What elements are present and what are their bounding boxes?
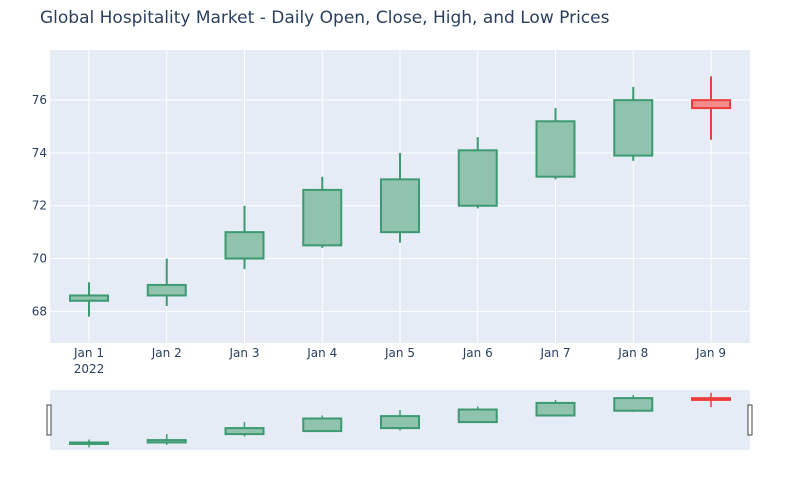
rangeslider-candle-body — [380, 415, 420, 430]
rangeslider-candle-body — [457, 408, 498, 424]
x-tick-label: Jan 5 — [384, 346, 415, 360]
x-tick-label: Jan 2 — [151, 346, 182, 360]
rangeslider-right-handle[interactable] — [747, 404, 753, 436]
rangeslider-candle-body — [535, 401, 576, 417]
rangeslider-candle-body — [69, 441, 109, 445]
rangeslider-candle-body — [691, 397, 731, 401]
candle-body[interactable] — [457, 149, 498, 207]
candle-body[interactable] — [69, 294, 109, 302]
candle-body[interactable] — [380, 178, 420, 234]
chart-title: Global Hospitality Market - Daily Open, … — [40, 8, 610, 28]
y-tick-label: 74 — [32, 146, 47, 160]
candle-body[interactable] — [224, 231, 265, 260]
candle-body[interactable] — [691, 99, 731, 110]
rangeslider-candle-body — [613, 397, 654, 412]
x-tick-label: Jan 1 — [73, 346, 104, 360]
x-tick-label: Jan 9 — [695, 346, 726, 360]
y-tick-label: 76 — [32, 93, 47, 107]
x-year-label: 2022 — [74, 362, 105, 376]
x-tick-label: Jan 7 — [540, 346, 571, 360]
x-tick-label: Jan 8 — [617, 346, 648, 360]
rangeslider-candle-body — [302, 417, 343, 433]
y-tick-label: 68 — [32, 304, 47, 318]
candle-body[interactable] — [146, 283, 187, 297]
rangeslider-left-handle[interactable] — [46, 404, 52, 436]
candle-body[interactable] — [302, 188, 343, 247]
x-tick-label: Jan 6 — [462, 346, 493, 360]
x-tick-label: Jan 4 — [306, 346, 337, 360]
x-tick-label: Jan 3 — [229, 346, 260, 360]
y-tick-label: 70 — [32, 252, 47, 266]
candle-body[interactable] — [535, 120, 576, 178]
rangeslider-candle-body — [146, 439, 187, 444]
rangeslider-candle-body — [224, 427, 265, 436]
candle-body[interactable] — [613, 99, 654, 157]
y-tick-label: 72 — [32, 199, 47, 213]
